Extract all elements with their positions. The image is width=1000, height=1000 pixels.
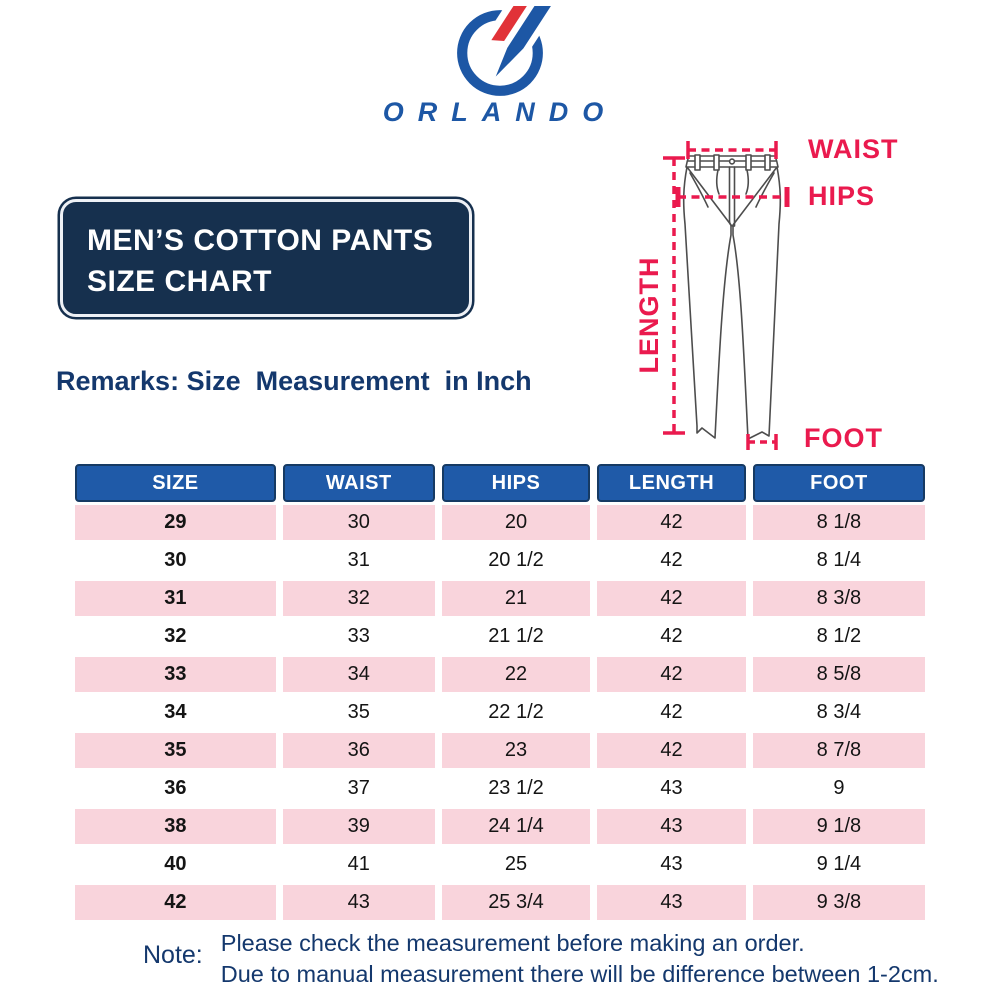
table-row: 31 32 21 42 8 3/8 (75, 581, 925, 616)
table-row: 29 30 20 42 8 1/8 (75, 505, 925, 540)
value-cell: 39 (282, 809, 435, 844)
value-cell: 35 (347, 701, 370, 723)
note-section: Note: Please check the measurement befor… (143, 928, 939, 990)
size-cell: 36 (164, 777, 187, 799)
value-cell: 36 (282, 733, 435, 768)
value-cell: 22 1/2 (488, 701, 544, 723)
size-cell: 35 (75, 733, 276, 768)
value-cell: 25 (504, 853, 528, 875)
measure-lines (663, 141, 790, 450)
size-cell: 33 (75, 657, 276, 692)
remarks-text: Remarks: Size Measurement in Inch (56, 366, 532, 396)
value-cell: 22 (441, 657, 591, 692)
table-row: 33 34 22 42 8 5/8 (75, 657, 925, 692)
size-cell: 30 (164, 549, 187, 571)
value-cell: 32 (282, 581, 435, 616)
value-cell: 42 (660, 625, 683, 647)
length-label: LENGTH (634, 257, 664, 374)
size-table: SIZE WAIST HIPS LENGTH FOOT 29 30 20 42 8 1/… (68, 461, 932, 923)
value-cell: 8 3/8 (752, 581, 925, 616)
value-cell: 42 (660, 701, 683, 723)
value-cell: 9 3/8 (752, 885, 925, 920)
table-row: 38 39 24 1/4 43 9 1/8 (75, 809, 925, 844)
note-line-1: Please check the measurement before maki… (220, 930, 805, 956)
value-cell: 33 (347, 625, 370, 647)
table-row: 30 31 20 1/2 42 8 1/4 (75, 543, 925, 578)
value-cell: 20 (441, 505, 591, 540)
value-cell: 8 3/4 (816, 701, 862, 723)
value-cell: 24 1/4 (441, 809, 591, 844)
title-box: MEN’S COTTON PANTS SIZE CHART (60, 199, 472, 317)
value-cell: 23 (441, 733, 591, 768)
foot-label: FOOT (804, 423, 883, 453)
size-cell: 40 (164, 853, 187, 875)
value-cell: 9 (833, 777, 845, 799)
value-cell: 8 5/8 (752, 657, 925, 692)
table-row: 35 36 23 42 8 7/8 (75, 733, 925, 768)
table-row: 34 35 22 1/2 42 8 3/4 (75, 695, 925, 730)
value-cell: 21 1/2 (488, 625, 544, 647)
title-line2: SIZE CHART (87, 265, 272, 298)
header-length: LENGTH (597, 464, 746, 502)
size-cell: 42 (75, 885, 276, 920)
size-table-body: 29 30 20 42 8 1/8 30 31 20 1/2 42 8 1/4 31 32 21 42 8 … (75, 505, 925, 920)
value-cell: 9 1/4 (816, 853, 862, 875)
logo-red-stripe (491, 6, 530, 42)
value-cell: 42 (660, 549, 683, 571)
table-row: 42 43 25 3/4 43 9 3/8 (75, 885, 925, 920)
hips-label: HIPS (808, 181, 875, 211)
size-cell: 29 (75, 505, 276, 540)
value-cell: 37 (347, 777, 370, 799)
value-cell: 20 1/2 (488, 549, 544, 571)
note-label: Note: (143, 941, 203, 969)
header-size: SIZE (75, 464, 276, 502)
value-cell: 43 (660, 853, 683, 875)
value-cell: 23 1/2 (488, 777, 544, 799)
size-cell: 34 (164, 701, 187, 723)
brand-name: ORLANDO (382, 97, 618, 127)
logo-blue-bolt (490, 6, 556, 83)
value-cell: 8 1/4 (816, 549, 862, 571)
value-cell: 42 (597, 733, 746, 768)
value-cell: 8 1/8 (752, 505, 925, 540)
brand-logo-icon (457, 6, 557, 96)
table-header-row: SIZE WAIST HIPS LENGTH FOOT (75, 464, 925, 502)
value-cell: 43 (597, 809, 746, 844)
title-line1: MEN’S COTTON PANTS (87, 224, 434, 257)
value-cell: 30 (282, 505, 435, 540)
value-cell: 21 (441, 581, 591, 616)
value-cell: 9 1/8 (752, 809, 925, 844)
size-cell: 31 (75, 581, 276, 616)
table-row: 32 33 21 1/2 42 8 1/2 (75, 619, 925, 654)
value-cell: 43 (597, 885, 746, 920)
value-cell: 43 (660, 777, 683, 799)
note-line-2: Due to manual measurement there will be … (220, 961, 939, 987)
header-hips: HIPS (441, 464, 591, 502)
value-cell: 42 (597, 657, 746, 692)
value-cell: 8 7/8 (752, 733, 925, 768)
value-cell: 42 (597, 505, 746, 540)
value-cell: 25 3/4 (441, 885, 591, 920)
header-foot: FOOT (752, 464, 925, 502)
header-waist: WAIST (282, 464, 435, 502)
size-cell: 38 (75, 809, 276, 844)
pants-outline (682, 154, 782, 440)
table-row: 40 41 25 43 9 1/4 (75, 847, 925, 882)
value-cell: 41 (347, 853, 370, 875)
size-cell: 32 (164, 625, 187, 647)
pants-measurement-diagram: WAIST HIPS FOOT LENGTH (634, 134, 899, 453)
value-cell: 34 (282, 657, 435, 692)
value-cell: 31 (347, 549, 370, 571)
value-cell: 8 1/2 (816, 625, 862, 647)
table-row: 36 37 23 1/2 43 9 (75, 771, 925, 806)
value-cell: 43 (282, 885, 435, 920)
waist-label: WAIST (808, 134, 899, 164)
value-cell: 42 (597, 581, 746, 616)
